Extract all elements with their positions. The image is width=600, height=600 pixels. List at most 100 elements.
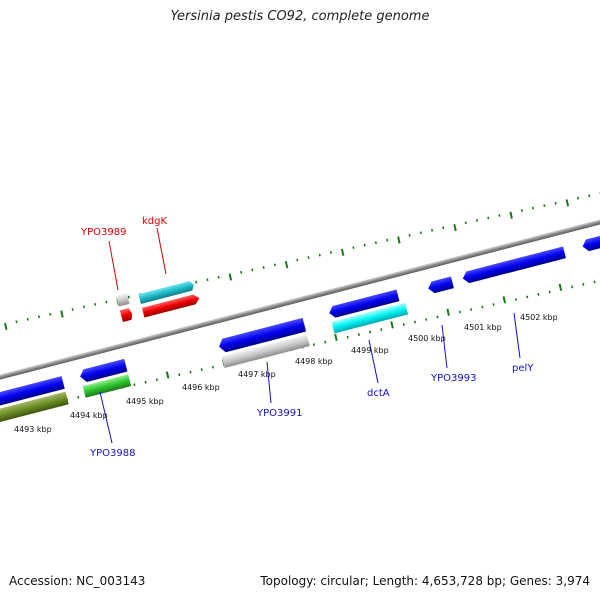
minor-tick — [15, 320, 18, 324]
minor-tick — [402, 323, 405, 326]
major-tick — [446, 308, 450, 316]
minor-tick — [543, 204, 546, 207]
minor-tick — [369, 330, 372, 334]
minor-tick — [144, 380, 147, 384]
gene-label-dctA[interactable]: dctA — [367, 388, 390, 399]
minor-tick — [155, 378, 158, 382]
minor-tick — [464, 221, 467, 225]
major-tick — [502, 296, 507, 304]
gene-label-YPO3993[interactable]: YPO3993 — [430, 373, 476, 384]
minor-tick — [419, 231, 422, 235]
minor-tick — [588, 194, 591, 198]
minor-tick — [82, 305, 85, 309]
map-title: Yersinia pestis CO92, complete genome — [170, 9, 430, 24]
genome-backbone — [0, 191, 600, 408]
minor-tick — [431, 228, 434, 232]
minor-tick — [571, 285, 574, 289]
minor-tick — [178, 373, 181, 377]
minor-tick — [189, 370, 192, 374]
minor-tick — [217, 275, 220, 279]
gene-pelY-feature[interactable] — [461, 246, 566, 284]
major-tick — [397, 236, 401, 244]
genome-summary-text: Topology: circular; Length: 4,653,728 bp… — [260, 574, 590, 588]
minor-tick — [273, 263, 276, 267]
major-tick — [60, 310, 64, 318]
minor-tick — [94, 303, 97, 306]
minor-tick — [537, 293, 540, 296]
gene-label-YPO3991[interactable]: YPO3991 — [256, 408, 302, 419]
gene-kdgK-feature[interactable] — [138, 280, 200, 318]
minor-tick — [425, 318, 428, 321]
minor-tick — [357, 333, 360, 336]
minor-tick — [554, 201, 557, 205]
minor-tick — [526, 295, 529, 299]
gene-YPO3989-feature[interactable] — [116, 293, 133, 323]
gene-YPO3988-feature[interactable] — [79, 358, 132, 398]
minor-tick — [577, 196, 580, 200]
leader-line-YPO3991 — [266, 361, 272, 404]
minor-tick — [133, 383, 136, 387]
minor-tick — [324, 340, 327, 344]
minor-tick — [77, 395, 80, 399]
minor-tick — [352, 246, 355, 249]
minor-tick — [498, 214, 501, 217]
major-tick — [228, 273, 233, 281]
gene-left-edge-feature[interactable] — [0, 376, 69, 425]
major-tick — [565, 199, 570, 207]
scale-label-4494: 4494 kbp — [70, 411, 108, 420]
minor-tick — [487, 216, 490, 220]
scale-label-4497: 4497 kbp — [238, 370, 276, 379]
major-tick — [4, 322, 8, 331]
minor-tick — [37, 315, 40, 319]
minor-tick — [200, 368, 203, 372]
minor-tick — [240, 270, 243, 274]
minor-tick — [363, 243, 366, 247]
leader-line-pelY — [513, 312, 521, 359]
minor-tick — [296, 258, 299, 262]
scale-label-4502: 4502 kbp — [520, 313, 558, 322]
scale-label-4495: 4495 kbp — [126, 397, 164, 406]
minor-tick — [593, 280, 596, 284]
minor-tick — [49, 312, 52, 316]
major-tick — [509, 211, 513, 219]
gene-label-YPO3988[interactable]: YPO3988 — [89, 448, 135, 459]
leader-line-kdgK — [156, 227, 167, 275]
leader-line-YPO3993 — [441, 324, 448, 369]
gene-dctA-feature[interactable] — [328, 288, 409, 334]
minor-tick — [532, 206, 535, 210]
minor-tick — [436, 315, 439, 319]
scale-label-4493: 4493 kbp — [14, 425, 52, 434]
minor-tick — [470, 308, 473, 311]
minor-tick — [71, 308, 74, 311]
minor-tick — [262, 266, 265, 269]
minor-tick — [26, 317, 29, 321]
minor-tick — [413, 320, 417, 324]
gene-label-pelY[interactable]: pelY — [512, 363, 534, 374]
gene-far-right-feature[interactable] — [581, 212, 600, 252]
minor-tick — [458, 310, 461, 314]
minor-tick — [386, 238, 389, 242]
minor-tick — [408, 233, 411, 237]
minor-tick — [346, 335, 349, 339]
major-tick — [284, 260, 289, 269]
gene-label-YPO3989[interactable]: YPO3989 — [80, 227, 126, 238]
gene-label-kdgK[interactable]: kdgK — [142, 216, 167, 227]
gene-label-lines — [99, 227, 521, 444]
major-tick — [558, 283, 563, 291]
scale-label-4500: 4500 kbp — [408, 334, 446, 343]
major-tick — [340, 248, 345, 256]
major-tick — [165, 371, 170, 379]
minor-tick — [475, 219, 479, 222]
minor-tick — [312, 343, 316, 346]
minor-tick — [307, 256, 310, 259]
minor-tick — [442, 226, 445, 230]
minor-tick — [548, 290, 551, 294]
gene-YPO3993-feature[interactable] — [427, 276, 454, 294]
leader-line-dctA — [368, 339, 379, 384]
minor-tick — [582, 283, 585, 286]
minor-tick — [520, 209, 523, 212]
scale-label-4498: 4498 kbp — [295, 357, 333, 366]
major-tick — [334, 333, 338, 342]
gene-YPO3991-feature[interactable] — [217, 317, 310, 369]
